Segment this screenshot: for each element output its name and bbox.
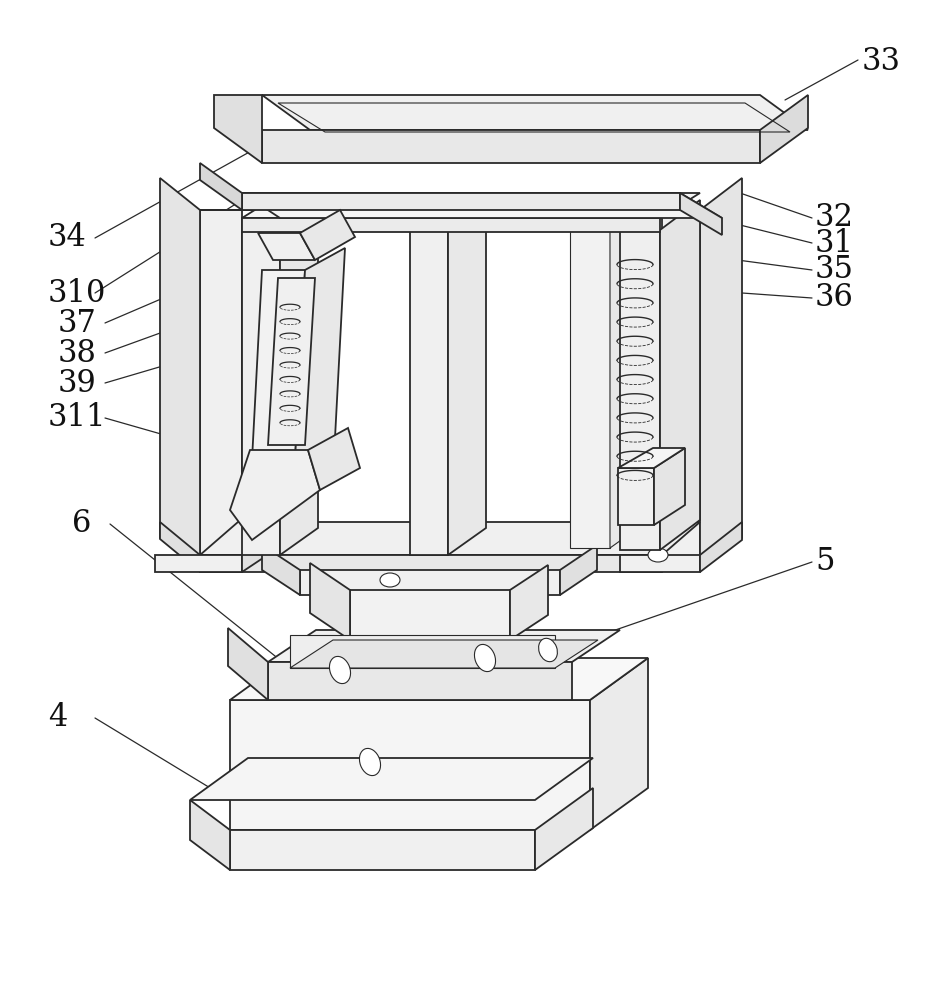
Polygon shape <box>290 635 555 668</box>
Polygon shape <box>214 95 262 163</box>
Polygon shape <box>230 830 535 870</box>
Ellipse shape <box>329 656 350 684</box>
Polygon shape <box>310 563 350 640</box>
Polygon shape <box>618 448 685 468</box>
Polygon shape <box>252 270 305 460</box>
Polygon shape <box>230 450 320 540</box>
Text: 311: 311 <box>48 402 107 434</box>
Polygon shape <box>618 468 654 525</box>
Text: 6: 6 <box>72 508 92 540</box>
Text: 5: 5 <box>815 546 834 578</box>
Text: 38: 38 <box>58 338 97 368</box>
Polygon shape <box>200 210 242 570</box>
Polygon shape <box>570 225 610 548</box>
Polygon shape <box>160 178 200 570</box>
Polygon shape <box>280 198 318 555</box>
Text: 33: 33 <box>862 46 901 78</box>
Polygon shape <box>230 658 648 700</box>
Polygon shape <box>242 225 280 555</box>
Polygon shape <box>258 233 315 260</box>
Polygon shape <box>262 130 760 163</box>
Text: 34: 34 <box>48 223 87 253</box>
Polygon shape <box>620 555 700 572</box>
Ellipse shape <box>475 644 496 672</box>
Polygon shape <box>300 210 355 260</box>
Polygon shape <box>535 788 593 870</box>
Polygon shape <box>662 210 700 570</box>
Polygon shape <box>190 758 593 800</box>
Text: 37: 37 <box>58 308 97 338</box>
Polygon shape <box>268 662 572 700</box>
Polygon shape <box>590 658 648 830</box>
Polygon shape <box>262 95 808 130</box>
Polygon shape <box>262 545 300 595</box>
Polygon shape <box>680 193 722 235</box>
Polygon shape <box>242 522 290 572</box>
Polygon shape <box>610 200 645 548</box>
Text: 35: 35 <box>815 254 854 286</box>
Polygon shape <box>290 640 598 668</box>
Polygon shape <box>620 230 660 550</box>
Polygon shape <box>350 590 510 640</box>
Text: 4: 4 <box>48 702 68 734</box>
Ellipse shape <box>360 748 381 776</box>
Ellipse shape <box>648 548 668 562</box>
Polygon shape <box>300 570 560 595</box>
Polygon shape <box>308 428 360 490</box>
Polygon shape <box>510 565 548 640</box>
Text: 310: 310 <box>48 277 107 308</box>
Text: 31: 31 <box>815 228 854 258</box>
Polygon shape <box>700 522 742 572</box>
Polygon shape <box>230 700 590 830</box>
Polygon shape <box>200 163 242 210</box>
Text: 32: 32 <box>815 202 854 233</box>
Ellipse shape <box>539 638 557 662</box>
Text: 36: 36 <box>815 282 854 314</box>
Polygon shape <box>295 248 345 460</box>
Polygon shape <box>200 555 662 572</box>
Polygon shape <box>155 555 242 572</box>
Polygon shape <box>242 193 680 210</box>
Polygon shape <box>560 545 597 595</box>
Polygon shape <box>654 448 685 525</box>
Polygon shape <box>228 628 268 700</box>
Polygon shape <box>242 218 660 232</box>
Polygon shape <box>268 630 620 662</box>
Polygon shape <box>200 522 700 555</box>
Polygon shape <box>410 225 448 555</box>
Polygon shape <box>242 193 700 218</box>
Polygon shape <box>190 800 230 870</box>
Text: 39: 39 <box>58 367 96 398</box>
Ellipse shape <box>380 573 400 587</box>
Polygon shape <box>242 193 722 218</box>
Polygon shape <box>660 200 700 550</box>
Polygon shape <box>760 95 808 163</box>
Polygon shape <box>160 522 200 572</box>
Polygon shape <box>448 198 486 555</box>
Polygon shape <box>700 178 742 570</box>
Polygon shape <box>268 278 315 445</box>
